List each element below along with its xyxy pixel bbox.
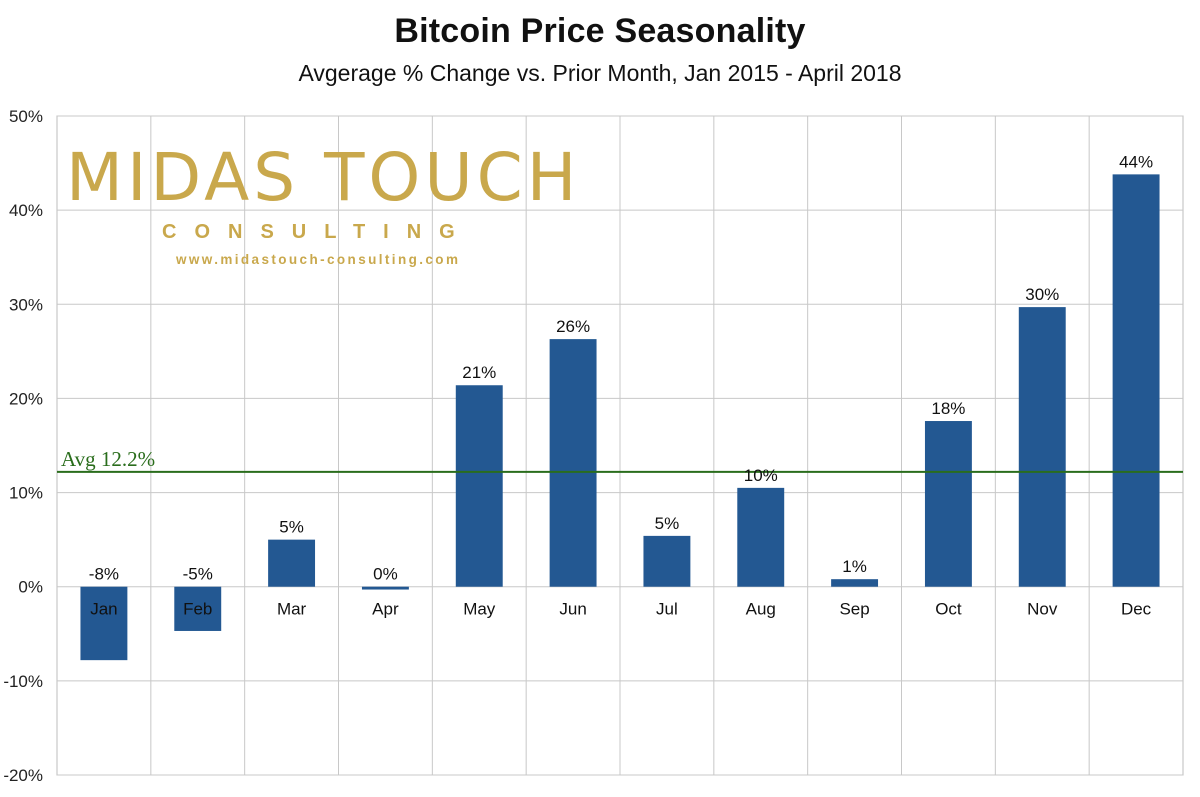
data-label: 5% [279, 518, 304, 537]
chart-title: Bitcoin Price Seasonality [394, 12, 806, 50]
bar-feb [174, 586, 222, 631]
x-tick-label: Nov [1027, 600, 1058, 619]
x-tick-label: Dec [1121, 600, 1152, 619]
watermark-title: MIDAS TOUCH [66, 139, 580, 216]
grid: 50% 40% 30% 20% 10% 0% -10% -20% [3, 107, 1184, 785]
x-tick-label: Jun [559, 600, 586, 619]
data-label: 21% [462, 363, 496, 382]
data-label: -5% [183, 565, 213, 584]
average-line-label: Avg 12.2% [61, 447, 155, 471]
y-tick-label: 0% [18, 578, 43, 597]
bar-dec [1112, 174, 1160, 587]
bar-jan [80, 586, 128, 661]
x-tick-label: Jul [656, 600, 678, 619]
bar-apr [361, 586, 409, 590]
bar-oct [924, 421, 972, 587]
data-label: 1% [842, 557, 867, 576]
chart-subtitle: Avgerage % Change vs. Prior Month, Jan 2… [298, 60, 902, 86]
x-tick-label: Aug [746, 600, 776, 619]
y-tick-label: 20% [9, 389, 43, 408]
bar-may [455, 385, 503, 587]
y-tick-label: 50% [9, 107, 43, 126]
bar-sep [831, 579, 879, 587]
watermark-logo: MIDAS TOUCH CONSULTING www.midastouch-co… [66, 139, 580, 267]
bar-mar [268, 539, 316, 587]
y-tick-label: 10% [9, 484, 43, 503]
x-tick-label: Apr [372, 600, 399, 619]
data-label: 10% [744, 466, 778, 485]
bar-nov [1018, 307, 1066, 587]
data-label: 0% [373, 565, 398, 584]
x-tick-label: Jan [90, 600, 117, 619]
data-label: 5% [655, 514, 680, 533]
bar-jul [643, 535, 691, 587]
x-tick-label: Mar [277, 600, 307, 619]
average-line-group: Avg 12.2% [57, 447, 1183, 473]
x-tick-label: Sep [839, 600, 869, 619]
x-tick-label: Oct [935, 600, 962, 619]
x-tick-label: Feb [183, 600, 212, 619]
y-tick-label: -20% [3, 766, 43, 785]
watermark-subtitle: CONSULTING [162, 221, 473, 243]
bars [80, 174, 1160, 661]
data-label: -8% [89, 565, 119, 584]
data-labels: Jan -8% Feb -5% Mar 5% Apr 0% May 21% Jun 26% Jul 5% A… [89, 152, 1153, 618]
data-label: 30% [1025, 285, 1059, 304]
watermark-url: www.midastouch-consulting.com [175, 252, 460, 267]
bar-jun [549, 339, 597, 587]
y-tick-label: 40% [9, 201, 43, 220]
data-label: 44% [1119, 152, 1153, 171]
data-label: 26% [556, 317, 590, 336]
y-tick-label: 30% [9, 295, 43, 314]
y-tick-label: -10% [3, 672, 43, 691]
data-label: 18% [931, 399, 965, 418]
x-tick-label: May [463, 600, 496, 619]
bar-aug [737, 487, 785, 587]
